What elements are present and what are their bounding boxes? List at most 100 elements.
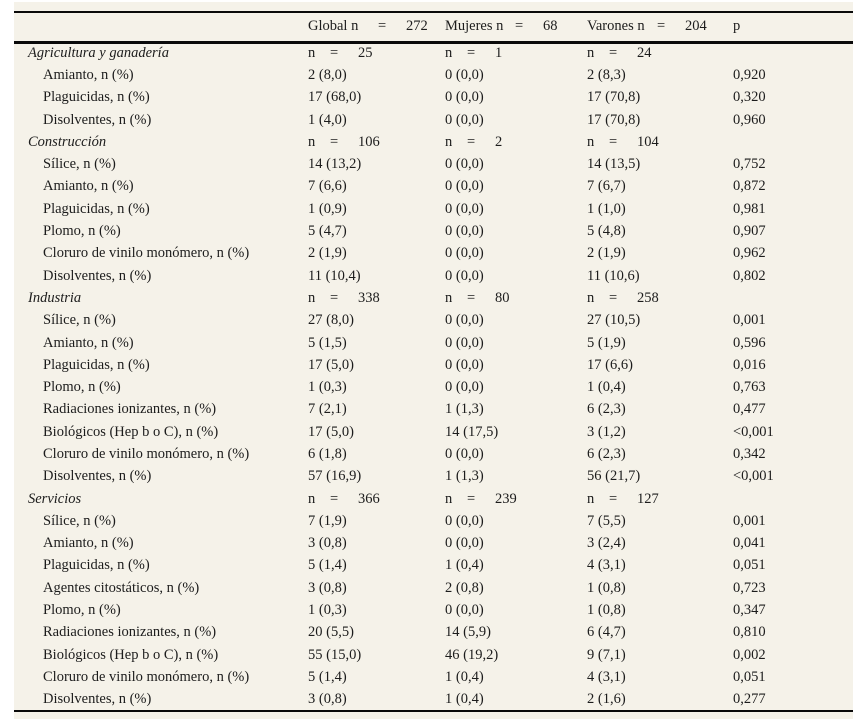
exposure-table: Global n = 272 Mujeres n = 68 Varones n = 204 … (14, 11, 853, 712)
count-value: 1 (495, 45, 503, 62)
varones-cell: 6 (4,7) (587, 624, 626, 641)
data-row: Plaguicidas, n (%) 17 (68,0) 0 (0,0) 17 (70… (14, 87, 853, 109)
header-varones-n: 204 (685, 18, 707, 35)
row-label: Sílice, n (%) (43, 312, 116, 329)
varones-cell: 1 (1,0) (587, 200, 626, 217)
mujeres-cell: 1 (1,3) (445, 401, 484, 418)
varones-cell: 4 (3,1) (587, 668, 626, 685)
p-cell: 0,723 (733, 579, 766, 596)
equals-sign: = (467, 289, 476, 306)
row-label: Sílice, n (%) (43, 156, 116, 173)
data-row: Radiaciones ionizantes, n (%) 7 (2,1) 1 (1… (14, 399, 853, 421)
equals-sign: = (609, 133, 618, 150)
p-cell: 0,320 (733, 89, 766, 106)
table-body: Agricultura y ganadería n = 25 n = 1 n = 24 Amiant… (14, 42, 853, 711)
global-cell: 2 (1,9) (308, 245, 347, 262)
mujeres-cell: 0 (0,0) (445, 156, 484, 173)
global-cell: 14 (13,2) (308, 156, 362, 173)
mujeres-cell: 0 (0,0) (445, 445, 484, 462)
p-cell: 0,051 (733, 557, 766, 574)
row-label: Amianto, n (%) (43, 334, 134, 351)
mujeres-cell: 0 (0,0) (445, 66, 484, 83)
global-cell: 27 (8,0) (308, 312, 354, 329)
data-row: Biológicos (Hep b o C), n (%) 17 (5,0) 14 … (14, 421, 853, 443)
header-mujeres-label: Mujeres n (445, 18, 504, 35)
row-label: Amianto, n (%) (43, 178, 134, 195)
p-cell: 0,277 (733, 690, 766, 707)
section-count-cell: n = 104 (587, 131, 733, 153)
section-row: Agricultura y ganadería n = 25 n = 1 n = 24 (14, 42, 853, 64)
count-n: n (308, 490, 316, 507)
count-value: 104 (637, 133, 659, 150)
section-row: Construcción n = 106 n = 2 n = 104 (14, 131, 853, 153)
count-value: 366 (358, 490, 380, 507)
p-cell: 0,960 (733, 111, 766, 128)
section-name: Agricultura y ganadería (28, 45, 169, 62)
global-cell: 5 (1,4) (308, 557, 347, 574)
section-count-cell: n = 1 (445, 42, 587, 64)
count-n: n (445, 45, 453, 62)
mujeres-cell: 0 (0,0) (445, 512, 484, 529)
mujeres-cell: 1 (1,3) (445, 468, 484, 485)
equals-sign: = (467, 490, 476, 507)
row-label: Disolventes, n (%) (43, 267, 152, 284)
mujeres-cell: 0 (0,0) (445, 535, 484, 552)
data-row: Disolventes, n (%) 3 (0,8) 1 (0,4) 2 (1,6) 0… (14, 689, 853, 711)
varones-cell: 3 (2,4) (587, 535, 626, 552)
global-cell: 11 (10,4) (308, 267, 361, 284)
count-n: n (445, 133, 453, 150)
count-n: n (587, 45, 595, 62)
row-label: Plomo, n (%) (43, 379, 121, 396)
data-row: Amianto, n (%) 7 (6,6) 0 (0,0) 7 (6,7) 0,872 (14, 176, 853, 198)
data-row: Disolventes, n (%) 11 (10,4) 0 (0,0) 11 (10… (14, 265, 853, 287)
header-p-label: p (733, 18, 741, 35)
data-row: Plomo, n (%) 1 (0,3) 0 (0,0) 1 (0,8) 0,347 (14, 599, 853, 621)
mujeres-cell: 2 (0,8) (445, 579, 484, 596)
section-p-cell (733, 42, 853, 64)
mujeres-cell: 14 (5,9) (445, 624, 491, 641)
section-count-cell: n = 106 (308, 131, 445, 153)
p-cell: 0,752 (733, 156, 766, 173)
data-row: Biológicos (Hep b o C), n (%) 55 (15,0) 46… (14, 644, 853, 666)
varones-cell: 2 (8,3) (587, 66, 626, 83)
varones-cell: 7 (6,7) (587, 178, 626, 195)
varones-cell: 5 (4,8) (587, 223, 626, 240)
data-row: Plaguicidas, n (%) 1 (0,9) 0 (0,0) 1 (1,0) 0… (14, 198, 853, 220)
count-n: n (308, 45, 316, 62)
data-row: Radiaciones ionizantes, n (%) 20 (5,5) 14 … (14, 622, 853, 644)
varones-cell: 6 (2,3) (587, 445, 626, 462)
p-cell: 0,810 (733, 624, 766, 641)
mujeres-cell: 0 (0,0) (445, 200, 484, 217)
equals-sign: = (609, 490, 618, 507)
global-cell: 1 (0,3) (308, 602, 347, 619)
header-row: Global n = 272 Mujeres n = 68 Varones n = 204 … (14, 12, 853, 44)
data-row: Plomo, n (%) 1 (0,3) 0 (0,0) 1 (0,4) 0,763 (14, 376, 853, 398)
section-count-cell: n = 2 (445, 131, 587, 153)
varones-cell: 3 (1,2) (587, 423, 626, 440)
equals-sign: = (657, 18, 666, 35)
row-label: Plaguicidas, n (%) (43, 200, 150, 217)
count-n: n (308, 133, 316, 150)
count-value: 80 (495, 289, 510, 306)
p-cell: 0,001 (733, 512, 766, 529)
data-row: Agentes citostáticos, n (%) 3 (0,8) 2 (0,8… (14, 577, 853, 599)
header-global-n: 272 (406, 18, 428, 35)
p-cell: 0,907 (733, 223, 766, 240)
count-value: 127 (637, 490, 659, 507)
row-label: Plomo, n (%) (43, 223, 121, 240)
varones-cell: 56 (21,7) (587, 468, 641, 485)
varones-cell: 5 (1,9) (587, 334, 626, 351)
mujeres-cell: 14 (17,5) (445, 423, 499, 440)
p-cell: 0,763 (733, 379, 766, 396)
global-cell: 1 (0,3) (308, 379, 347, 396)
varones-cell: 1 (0,8) (587, 602, 626, 619)
header-varones: Varones n = 204 (587, 12, 733, 44)
row-label: Agentes citostáticos, n (%) (43, 579, 200, 596)
row-label: Cloruro de vinilo monómero, n (%) (43, 445, 250, 462)
row-label: Plomo, n (%) (43, 602, 121, 619)
equals-sign: = (467, 45, 476, 62)
p-cell: <0,001 (733, 468, 774, 485)
row-label: Sílice, n (%) (43, 512, 116, 529)
row-label: Cloruro de vinilo monómero, n (%) (43, 245, 250, 262)
global-cell: 7 (1,9) (308, 512, 347, 529)
